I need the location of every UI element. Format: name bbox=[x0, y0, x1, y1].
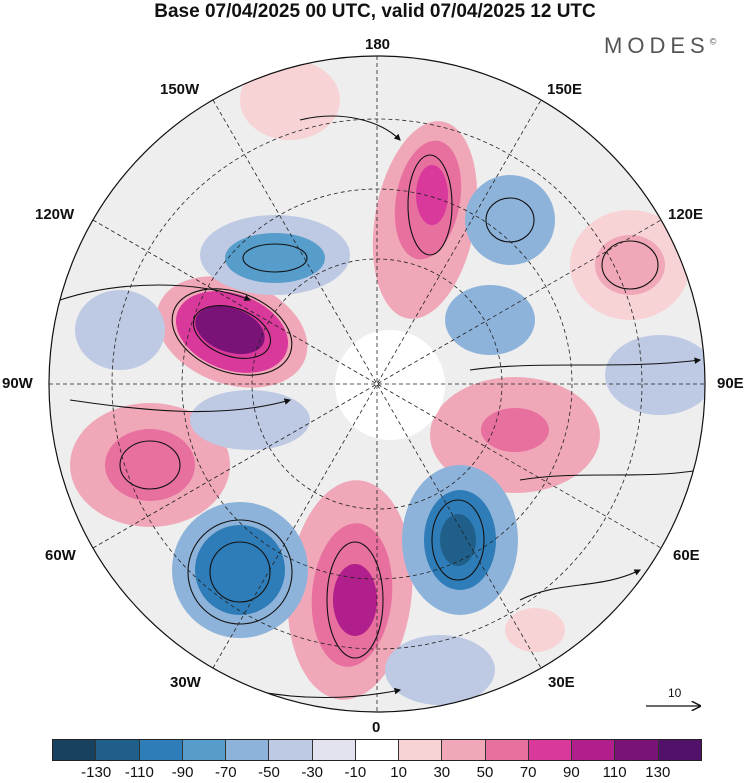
colorbar-tick-label: 30 bbox=[433, 764, 451, 781]
graticule bbox=[49, 56, 705, 712]
lon-label-120e: 120E bbox=[668, 206, 704, 223]
colorbar bbox=[53, 740, 701, 760]
map-title: Base 07/04/2025 00 UTC, valid 07/04/2025… bbox=[154, 1, 596, 22]
colorbar-swatch bbox=[312, 740, 356, 760]
colorbar-tick-label: -130 bbox=[81, 764, 112, 781]
modes-logo: MODES© bbox=[604, 33, 716, 59]
colorbar-swatch bbox=[399, 740, 443, 760]
lon-label-150w: 150W bbox=[160, 81, 200, 98]
lon-label-150e: 150E bbox=[547, 81, 583, 98]
colorbar-swatch bbox=[658, 740, 701, 760]
colorbar-swatch bbox=[269, 740, 313, 760]
lon-label-60w: 60W bbox=[45, 547, 76, 564]
colorbar-tick-label: 70 bbox=[519, 764, 537, 781]
colorbar-tick-label: 110 bbox=[602, 764, 627, 781]
lon-label-60e: 60E bbox=[673, 547, 700, 564]
reference-vector-arrow-icon bbox=[646, 700, 704, 712]
colorbar-tick-label: -50 bbox=[258, 764, 280, 781]
colorbar-swatch bbox=[53, 740, 97, 760]
lon-label-180: 180 bbox=[365, 36, 391, 53]
colorbar-tick-label: -10 bbox=[344, 764, 367, 781]
colorbar-swatch bbox=[182, 740, 227, 760]
colorbar-swatch bbox=[355, 740, 400, 760]
map-boundary bbox=[48, 55, 706, 713]
lon-label-30w: 30W bbox=[170, 674, 201, 691]
brand-mark: © bbox=[709, 36, 717, 47]
colorbar-swatch bbox=[572, 740, 616, 760]
colorbar-tick-label: 90 bbox=[563, 764, 580, 781]
colorbar-tick-label: -90 bbox=[171, 764, 194, 781]
lon-label-30e: 30E bbox=[548, 674, 575, 691]
colorbar-swatch bbox=[139, 740, 183, 760]
colorbar-swatch bbox=[226, 740, 270, 760]
streamlines bbox=[59, 115, 702, 699]
lon-label-90e: 90E bbox=[717, 375, 744, 392]
colorbar-swatch bbox=[442, 740, 486, 760]
colorbar-tick-label: -30 bbox=[301, 764, 324, 781]
colorbar-swatch bbox=[528, 740, 573, 760]
colorbar-swatch bbox=[96, 740, 140, 760]
colorbar-tick-label: -70 bbox=[214, 764, 237, 781]
colorbar-swatch bbox=[615, 740, 659, 760]
colorbar-tick-label: -110 bbox=[124, 764, 154, 781]
colorbar-tick-label: 50 bbox=[476, 764, 494, 781]
colorbar-tick-label: 10 bbox=[390, 764, 407, 781]
colorbar-swatch bbox=[485, 740, 529, 760]
lon-label-90w: 90W bbox=[2, 375, 33, 392]
reference-vector-label: 10 bbox=[668, 686, 682, 700]
lon-label-120w: 120W bbox=[35, 206, 75, 223]
colorbar-tick-label: 130 bbox=[645, 764, 671, 781]
lon-label-0: 0 bbox=[372, 719, 381, 736]
anomaly-field bbox=[70, 60, 705, 705]
brand-text: MODES bbox=[604, 33, 710, 58]
